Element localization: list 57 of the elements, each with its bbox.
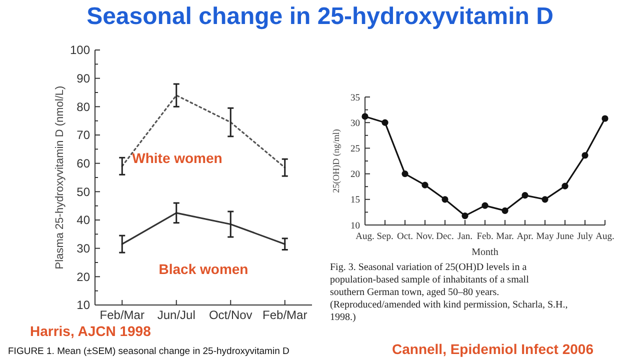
y-tick-label: 30: [350, 118, 360, 129]
x-tick-label: Aug.: [596, 232, 614, 242]
x-tick-label: Nov.: [416, 232, 434, 242]
point: [582, 152, 588, 159]
x-axis-title: Month: [472, 247, 498, 258]
point: [502, 207, 508, 214]
text: Black women: [158, 261, 248, 278]
series-label: White women: [132, 150, 222, 166]
y-tick-label: 40: [76, 213, 90, 228]
x-tick-label: June: [556, 232, 574, 242]
point: [442, 196, 448, 203]
y-tick-label: 80: [76, 100, 90, 114]
y-tick-label: 35: [350, 93, 360, 104]
x-tick-label: Oct/Nov: [208, 308, 252, 322]
x-tick-label: Jan.: [457, 232, 473, 242]
x-tick-label: May: [536, 232, 554, 242]
point: [522, 192, 528, 199]
point: [562, 182, 568, 190]
chart-title: Seasonal change in 25-hydroxyvitamin D: [86, 3, 554, 30]
caption: Fig. 3. Seasonal variation of 25(OH)D levels in a population-based sample of inhabitants of a small southern German town, aged 50–80 years. (Reproduced/amended with kind permission, Scharla, S.H., 1998.): [330, 262, 568, 323]
y-tick-label: 30: [76, 242, 90, 256]
point: [482, 202, 488, 209]
x-tick-label: Aug.: [356, 232, 374, 242]
y-axis-title: Plasma 25-hydroxyvitamin D (nmol/L): [54, 86, 66, 270]
x-tick-label: Apr.: [516, 232, 534, 242]
point: [602, 115, 608, 122]
point: [402, 170, 408, 178]
x-tick-label: Feb/Mar: [100, 308, 144, 322]
x-tick-label: Sep.: [376, 232, 394, 242]
y-tick-label: 50: [76, 184, 90, 199]
y-tick-label: 10: [350, 221, 360, 232]
x-tick-label: July: [577, 232, 594, 242]
line-series: [121, 94, 286, 168]
x-tick-label: Oct.: [396, 232, 414, 242]
point: [462, 212, 468, 220]
x-tick-label: Feb/Mar: [262, 308, 308, 322]
x-tick-label: Jun/Jul: [157, 308, 196, 322]
point: [362, 113, 368, 120]
point: [422, 182, 428, 188]
y-tick-label: 10: [76, 298, 90, 312]
y-tick-label: 20: [76, 270, 90, 284]
y-tick-label: 25: [350, 144, 360, 155]
text: Cannell, Epidemiol Infect 2006: [392, 341, 594, 357]
y-axis-title: 25(OH)D (ng/ml): [331, 129, 341, 193]
caption: FIGURE 1. Mean (±SEM) seasonal change in 25-hydroxyvitamin D: [8, 346, 290, 357]
y-tick-label: 100: [70, 43, 90, 58]
y-tick-label: 20: [350, 170, 360, 180]
x-tick-label: Mar.: [496, 232, 514, 242]
y-tick-label: 15: [350, 196, 360, 206]
y-tick-label: 60: [76, 156, 90, 171]
x-tick-label: Feb.: [476, 232, 494, 242]
y-tick-label: 90: [76, 72, 90, 86]
point: [542, 196, 548, 203]
text: Harris, AJCN 1998: [30, 323, 152, 339]
y-tick-label: 70: [76, 128, 90, 142]
point: [382, 119, 388, 126]
x-tick-label: Dec.: [436, 232, 454, 242]
